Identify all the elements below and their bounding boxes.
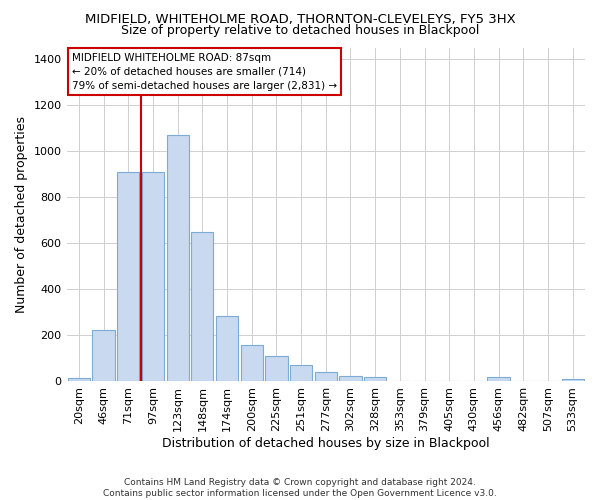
Y-axis label: Number of detached properties: Number of detached properties <box>15 116 28 313</box>
Bar <box>142 172 164 382</box>
Bar <box>191 232 214 382</box>
Bar <box>340 376 362 382</box>
Text: MIDFIELD, WHITEHOLME ROAD, THORNTON-CLEVELEYS, FY5 3HX: MIDFIELD, WHITEHOLME ROAD, THORNTON-CLEV… <box>85 12 515 26</box>
Text: Size of property relative to detached houses in Blackpool: Size of property relative to detached ho… <box>121 24 479 37</box>
Text: Contains HM Land Registry data © Crown copyright and database right 2024.
Contai: Contains HM Land Registry data © Crown c… <box>103 478 497 498</box>
Bar <box>216 316 238 382</box>
Bar <box>562 379 584 382</box>
Bar <box>265 356 287 382</box>
Bar <box>117 172 139 382</box>
Text: MIDFIELD WHITEHOLME ROAD: 87sqm
← 20% of detached houses are smaller (714)
79% o: MIDFIELD WHITEHOLME ROAD: 87sqm ← 20% of… <box>72 52 337 90</box>
Bar <box>487 377 510 382</box>
Bar <box>314 372 337 382</box>
Bar <box>92 330 115 382</box>
X-axis label: Distribution of detached houses by size in Blackpool: Distribution of detached houses by size … <box>162 437 490 450</box>
Bar <box>364 377 386 382</box>
Bar <box>68 378 90 382</box>
Bar <box>290 366 312 382</box>
Bar <box>241 344 263 382</box>
Bar <box>167 135 189 382</box>
